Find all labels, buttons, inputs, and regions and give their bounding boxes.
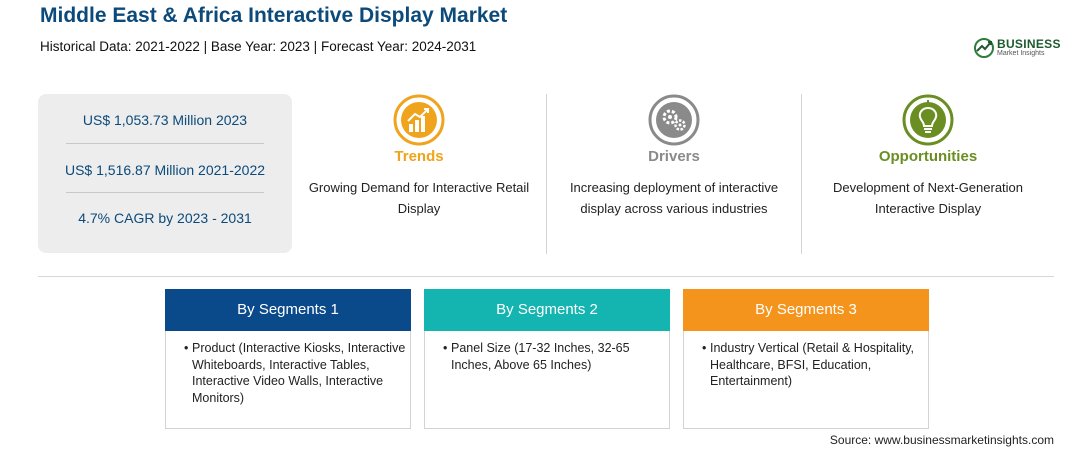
stat-divider [66,143,264,144]
segment-card-1: By Segments 1 • Product (Interactive Kio… [165,289,411,429]
feature-description: Growing Demand for Interactive Retail Di… [308,180,530,216]
horizontal-divider [38,276,1054,277]
vertical-divider [801,94,802,254]
segment-card-3: By Segments 3 • Industry Vertical (Retai… [683,289,929,429]
bullet-icon: • [443,341,448,355]
segment-header: By Segments 1 [165,289,411,331]
logo-name: BUSINESS [997,37,1061,51]
bullet-icon: • [702,341,707,355]
segment-header: By Segments 3 [683,289,929,331]
key-stats-panel: US$ 1,053.73 Million 2023 US$ 1,516.87 M… [38,94,292,253]
stat-market-value-historical: US$ 1,516.87 Million 2021-2022 [64,162,266,178]
feature-title: Trends [394,148,444,165]
source-credit: Source: www.businessmarketinsights.com [829,433,1054,447]
page-title: Middle East & Africa Interactive Display… [40,4,508,27]
segment-text: Product (Interactive Kiosks, Interactive… [192,341,406,405]
business-market-insights-logo: BUSINESS Market Insights [973,33,1063,63]
gears-icon [648,94,700,146]
growth-chart-icon [393,94,445,146]
vertical-divider [546,94,547,254]
segment-header: By Segments 2 [424,289,670,331]
feature-description: Development of Next-Generation Interacti… [832,180,1024,216]
globe-icon [974,38,994,58]
feature-title: Opportunities [878,148,978,165]
feature-title: Drivers [648,148,700,165]
segment-body: • Panel Size (17-32 Inches, 32-65 Inches… [439,340,667,373]
page-subtitle: Historical Data: 2021-2022 | Base Year: … [40,39,477,54]
segment-body: • Product (Interactive Kiosks, Interacti… [180,340,408,406]
segment-card-2: By Segments 2 • Panel Size (17-32 Inches… [424,289,670,429]
segment-body: • Industry Vertical (Retail & Hospitalit… [698,340,926,390]
stat-divider [66,192,264,193]
stat-market-value-2023: US$ 1,053.73 Million 2023 [82,112,248,128]
lightbulb-icon [902,94,954,146]
logo-tagline: Market Insights [997,50,1045,57]
segment-text: Industry Vertical (Retail & Hospitality,… [710,341,915,388]
bullet-icon: • [184,341,189,355]
stat-cagr: 4.7% CAGR by 2023 - 2031 [78,210,252,226]
feature-description: Increasing deployment of interactive dis… [569,180,779,216]
segment-text: Panel Size (17-32 Inches, 32-65 Inches, … [451,341,630,372]
